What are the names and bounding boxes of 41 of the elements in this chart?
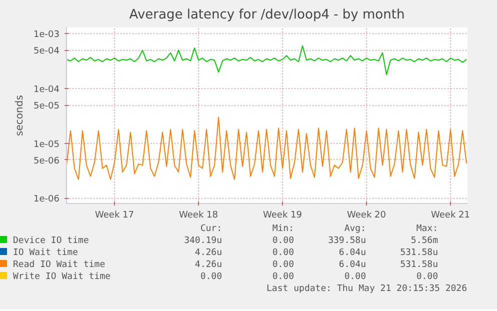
legend-label: Write IO Wait time <box>12 271 112 283</box>
y-tick-label: 1e-06 <box>34 194 60 205</box>
text: 0.00 <box>343 271 366 283</box>
text: 4.26u <box>194 259 222 271</box>
legend-label: IO Wait time <box>12 247 80 259</box>
text: 531.58u <box>399 247 438 259</box>
text: 0.00 <box>271 235 294 247</box>
text: 5.56m <box>410 235 438 247</box>
text: 6.04u <box>338 247 366 259</box>
text: Last update: Thu May 21 20:15:35 2026 <box>266 283 467 295</box>
y-tick-label: 1e-05 <box>34 140 60 150</box>
x-tick-label: Week 21 <box>431 210 470 220</box>
y-tick-label: 5e-05 <box>34 102 60 112</box>
text: 0.00 <box>271 247 294 259</box>
x-tick-label: Week 17 <box>95 210 134 220</box>
x-tick-label: Week 18 <box>179 210 218 220</box>
y-tick-label: 1e-04 <box>34 85 60 96</box>
text: Min: <box>271 223 294 235</box>
y-tick-label: 5e-06 <box>34 156 60 166</box>
text: Max: <box>415 223 438 235</box>
y-tick-label: 5e-04 <box>34 46 60 57</box>
x-tick-label: Week 20 <box>347 210 386 220</box>
line-series <box>66 116 467 180</box>
text: Cur: <box>199 223 222 235</box>
text: 6.04u <box>338 259 366 271</box>
text: 0.00 <box>415 271 438 283</box>
chart-title: Average latency for /dev/loop4 - by month <box>129 8 405 22</box>
text: 0.00 <box>199 271 222 283</box>
x-tick-label: Week 19 <box>263 210 302 220</box>
text: 0.00 <box>271 259 294 271</box>
legend-label: Read IO Wait time <box>12 259 106 271</box>
text: 340.19u <box>183 235 222 247</box>
text: 4.26u <box>194 247 222 259</box>
y-axis-title: seconds <box>14 95 26 136</box>
line-series <box>66 45 467 76</box>
text: 339.58u <box>327 235 366 247</box>
legend-label: Device IO time <box>12 235 90 247</box>
y-tick-label: 1e-03 <box>34 30 60 40</box>
text: 0.00 <box>271 271 294 283</box>
text: Avg: <box>343 223 366 235</box>
text: 531.58u <box>399 259 438 271</box>
